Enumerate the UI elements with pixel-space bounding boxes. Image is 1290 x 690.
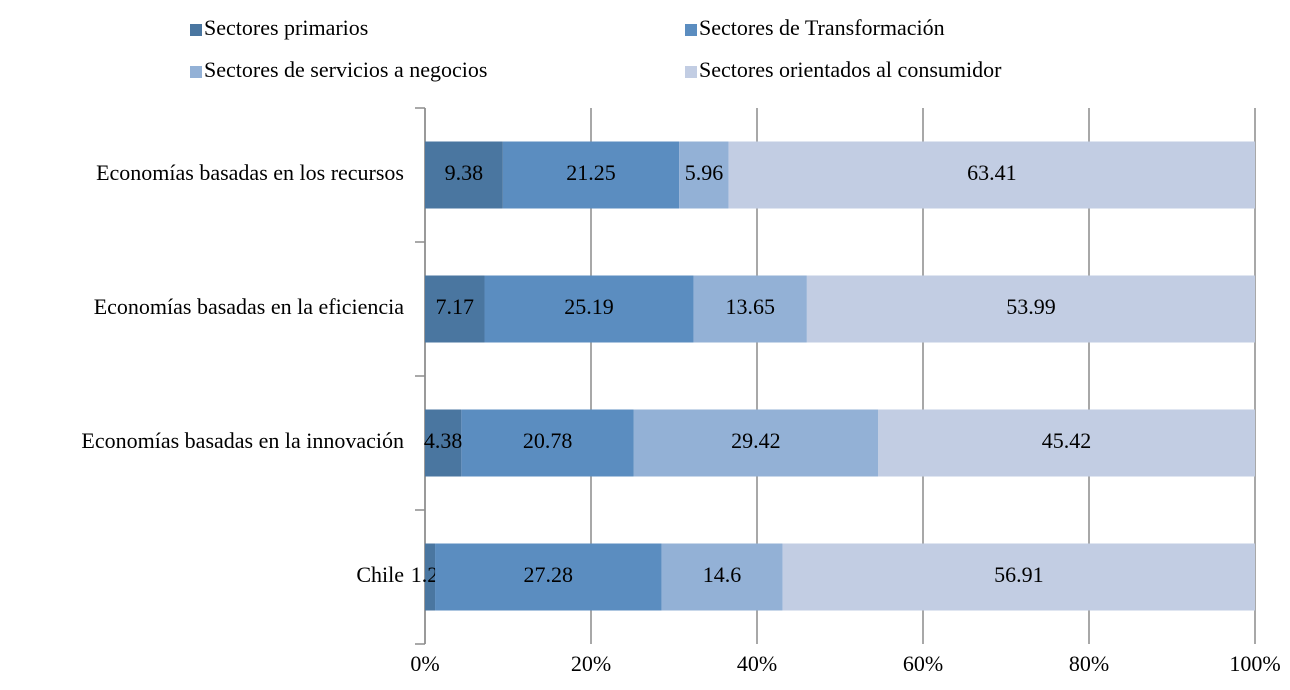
y-tick-label: Economías basadas en los recursos bbox=[96, 160, 404, 185]
data-label: 13.65 bbox=[725, 294, 775, 319]
x-tick-label: 100% bbox=[1229, 651, 1280, 676]
legend-label: Sectores primarios bbox=[204, 15, 368, 40]
data-label: 29.42 bbox=[731, 428, 781, 453]
bar-segment bbox=[484, 275, 694, 343]
bar-segment bbox=[782, 543, 1255, 611]
bar-segment bbox=[679, 141, 729, 209]
legend-label: Sectores de Transformación bbox=[699, 15, 945, 40]
x-tick-label: 20% bbox=[571, 651, 611, 676]
bar-segment bbox=[461, 409, 634, 477]
bar-segment bbox=[425, 141, 503, 209]
data-label: 53.99 bbox=[1006, 294, 1056, 319]
data-label: 9.38 bbox=[445, 160, 484, 185]
legend-swatch bbox=[190, 66, 202, 78]
bar-segment bbox=[425, 409, 462, 477]
legend-swatch bbox=[685, 66, 697, 78]
data-label: 7.17 bbox=[436, 294, 475, 319]
data-label: 45.42 bbox=[1042, 428, 1092, 453]
legend-swatch bbox=[190, 24, 202, 36]
data-label: 25.19 bbox=[564, 294, 614, 319]
data-label: 20.78 bbox=[523, 428, 573, 453]
bar-segment bbox=[502, 141, 680, 209]
bar-segment bbox=[425, 275, 485, 343]
data-label: 27.28 bbox=[524, 562, 574, 587]
bar-segment bbox=[435, 543, 662, 611]
data-label: 5.96 bbox=[685, 160, 724, 185]
y-tick-label: Economías basadas en la eficiencia bbox=[94, 294, 405, 319]
legend-label: Sectores de servicios a negocios bbox=[204, 57, 487, 82]
bar-segment bbox=[806, 275, 1255, 343]
data-label: 4.38 bbox=[424, 428, 463, 453]
bar-segment bbox=[425, 543, 436, 611]
x-tick-label: 60% bbox=[903, 651, 943, 676]
data-label: 14.6 bbox=[703, 562, 742, 587]
data-label: 21.25 bbox=[566, 160, 616, 185]
data-label: 63.41 bbox=[967, 160, 1017, 185]
y-tick-label: Economías basadas en la innovación bbox=[81, 428, 404, 453]
x-tick-label: 0% bbox=[410, 651, 439, 676]
data-label: 56.91 bbox=[994, 562, 1044, 587]
legend-swatch bbox=[685, 24, 697, 36]
bar-segment bbox=[661, 543, 783, 611]
bar-segment bbox=[693, 275, 807, 343]
x-tick-label: 40% bbox=[737, 651, 777, 676]
x-tick-label: 80% bbox=[1069, 651, 1109, 676]
bar-segment bbox=[633, 409, 879, 477]
y-tick-label: Chile bbox=[356, 562, 404, 587]
bar-segment bbox=[728, 141, 1255, 209]
legend-label: Sectores orientados al consumidor bbox=[699, 57, 1002, 82]
bar-segment bbox=[878, 409, 1255, 477]
